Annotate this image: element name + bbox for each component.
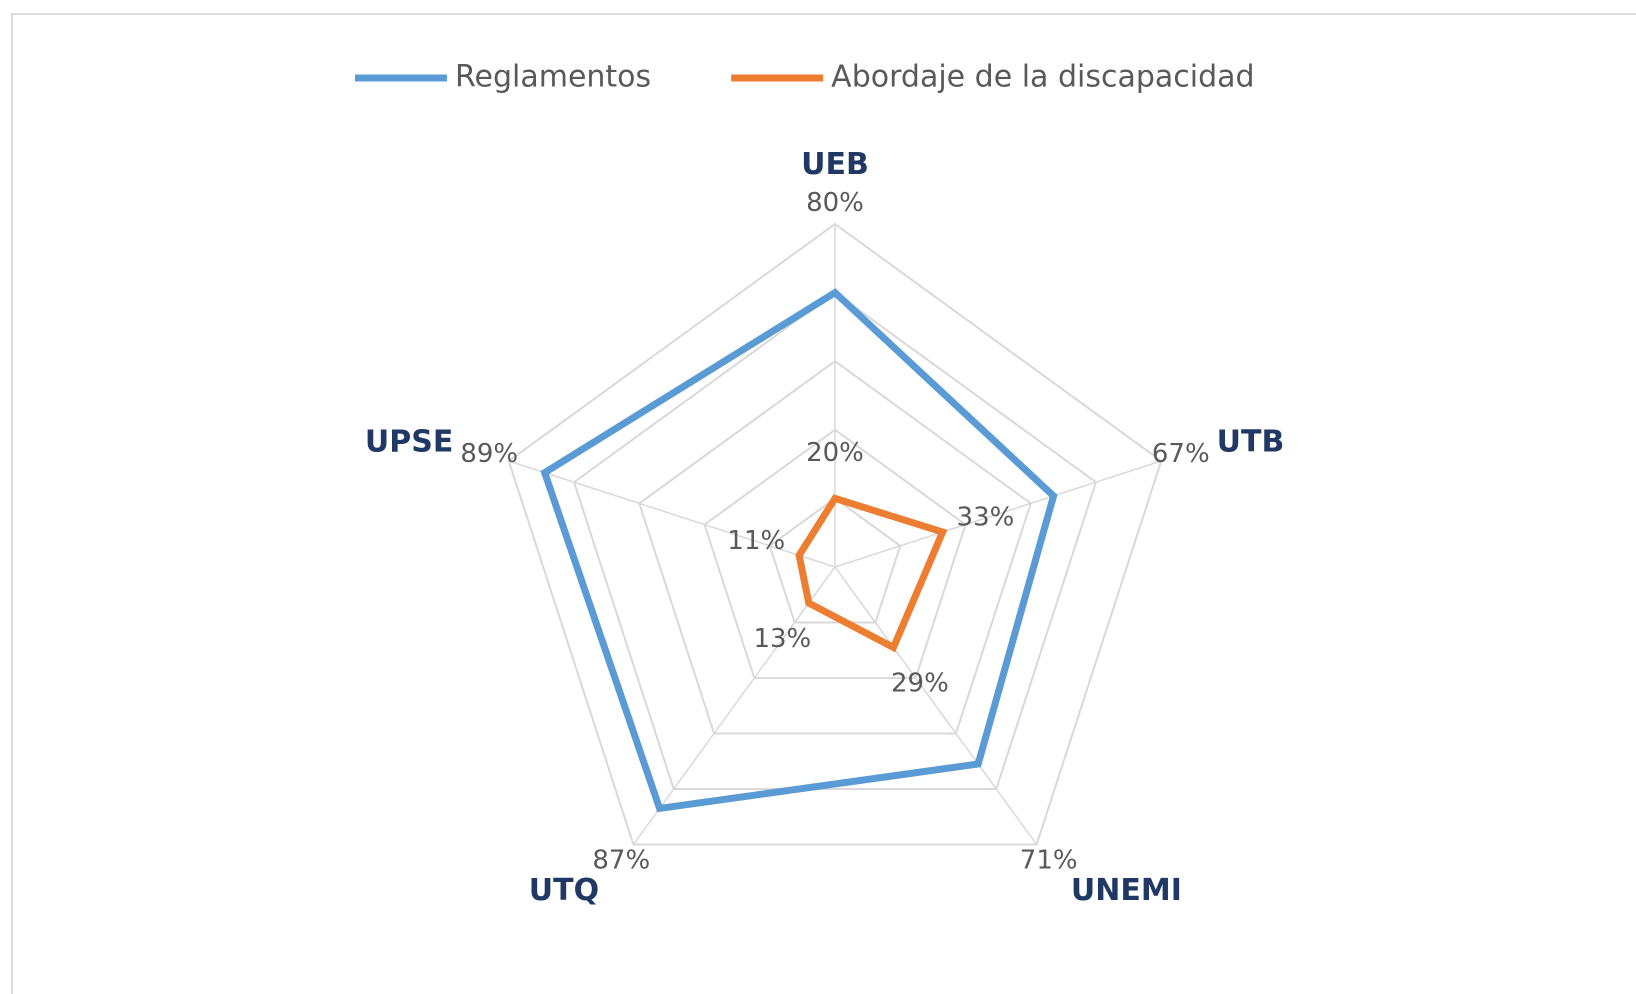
data-label: 29%: [891, 668, 949, 698]
data-label: 33%: [957, 503, 1015, 533]
spoke: [632, 566, 836, 845]
grid-ring: [507, 222, 1163, 846]
series-line: [540, 288, 1058, 813]
spoke: [834, 460, 1162, 568]
series-line: [795, 494, 948, 653]
data-label: 71%: [1020, 846, 1078, 876]
grid-ring: [768, 497, 902, 624]
data-label: 87%: [592, 846, 650, 876]
data-label: 13%: [753, 624, 811, 654]
category-label: UPSE: [365, 424, 453, 459]
category-label: UNEMI: [1071, 873, 1182, 908]
data-label: 20%: [806, 438, 864, 468]
grid-ring: [703, 428, 967, 679]
data-label: 11%: [727, 526, 785, 556]
grid-ring: [638, 359, 1032, 735]
chart-frame: [11, 13, 1636, 994]
data-label: 89%: [460, 439, 518, 469]
spoke: [508, 460, 836, 568]
legend-label: Reglamentos: [455, 60, 651, 95]
legend-label: Abordaje de la discapacidad: [831, 60, 1254, 95]
category-label: UTB: [1217, 424, 1285, 459]
category-label: UTQ: [529, 873, 599, 908]
grid-ring: [572, 291, 1098, 790]
spoke: [834, 566, 1038, 845]
data-label: 80%: [806, 188, 864, 218]
category-label: UEB: [801, 147, 869, 182]
data-label: 67%: [1152, 439, 1210, 469]
